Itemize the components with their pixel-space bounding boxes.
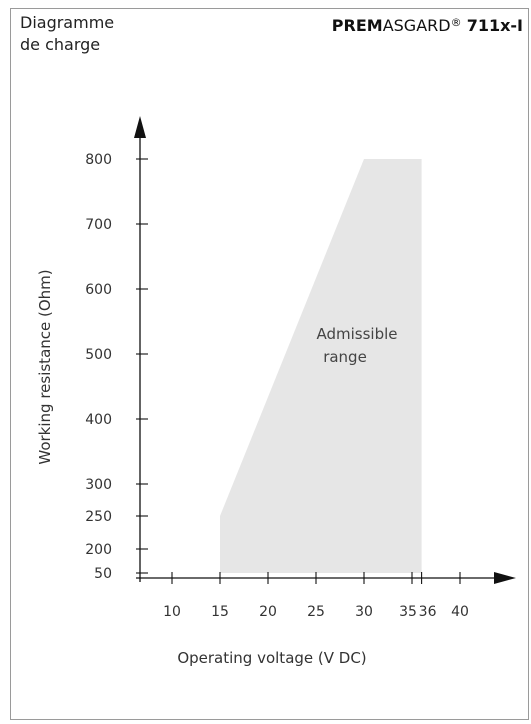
product-name: PREMASGARD® 711x-I bbox=[332, 12, 523, 37]
y-tick-label: 400 bbox=[85, 412, 112, 428]
x-axis-title: Operating voltage (V DC) bbox=[177, 649, 366, 667]
y-axis-title: Working resistance (Ohm) bbox=[36, 269, 54, 464]
x-axis-arrow bbox=[494, 572, 516, 584]
chart-title-line2: de charge bbox=[20, 35, 101, 54]
region-label-line1: Admissible bbox=[316, 325, 397, 343]
x-tick-label: 15 bbox=[211, 604, 229, 620]
region-label-line2: range bbox=[323, 348, 367, 366]
product-model: 711x-I bbox=[466, 16, 523, 35]
y-tick-label: 300 bbox=[85, 477, 112, 493]
y-tick-label: 700 bbox=[85, 217, 112, 233]
y-axis-arrow bbox=[134, 116, 146, 138]
y-tick-label: 500 bbox=[85, 347, 112, 363]
x-tick-label: 25 bbox=[307, 604, 325, 620]
chart-title-line1: Diagramme bbox=[20, 13, 115, 32]
admissible-range-area bbox=[220, 159, 422, 573]
y-tick-label: 50 bbox=[94, 566, 112, 582]
product-name-bold-part: PREM bbox=[331, 16, 383, 35]
y-tick-label: 800 bbox=[85, 152, 112, 168]
x-tick-label: 20 bbox=[259, 604, 277, 620]
registered-mark: ® bbox=[450, 16, 462, 29]
x-tick-label: 30 bbox=[355, 604, 373, 620]
chart-frame bbox=[10, 8, 529, 720]
y-tick-label: 200 bbox=[85, 542, 112, 558]
x-tick-label: 36 bbox=[419, 604, 437, 620]
x-tick-label: 10 bbox=[163, 604, 181, 620]
y-tick-label: 600 bbox=[85, 282, 112, 298]
y-tick-label: 250 bbox=[85, 509, 112, 525]
product-name-regular-part: ASGARD bbox=[382, 16, 451, 35]
chart-title: Diagramme de charge bbox=[20, 12, 114, 56]
x-tick-label: 40 bbox=[451, 604, 469, 620]
x-tick-label: 35 bbox=[399, 604, 417, 620]
